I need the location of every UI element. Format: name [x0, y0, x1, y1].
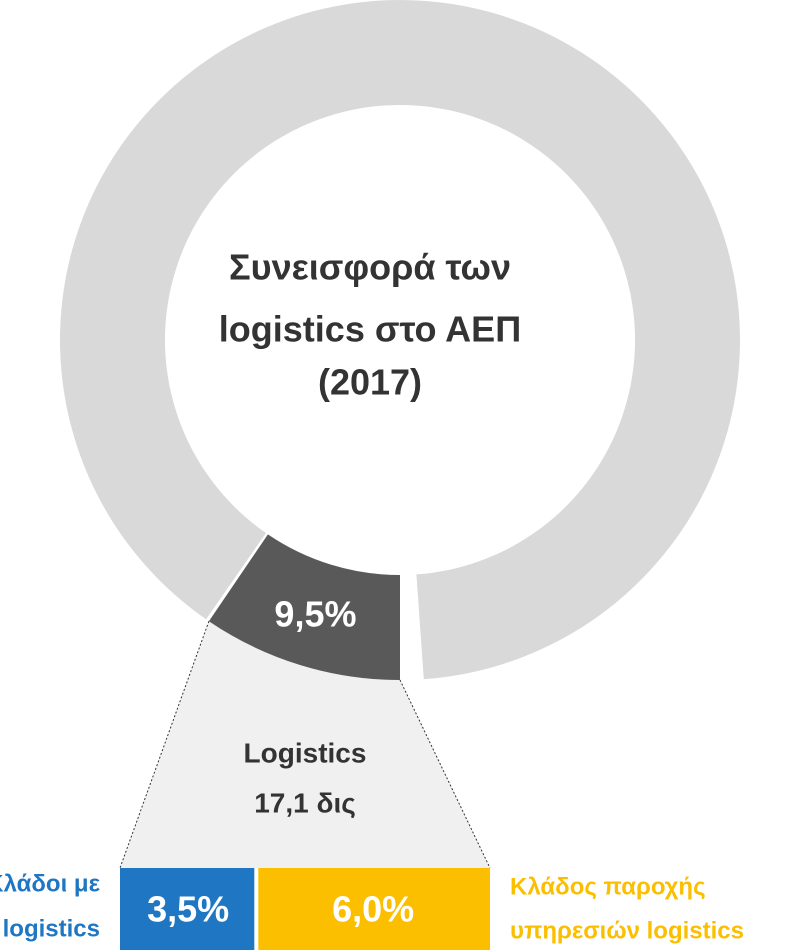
slice-label: 9,5% — [274, 593, 356, 634]
donut-title: (2017) — [318, 362, 422, 403]
bar-name: Κλάδος παροχής — [510, 873, 706, 900]
bar — [258, 868, 490, 950]
donut-title: logistics στο ΑΕΠ — [219, 309, 521, 350]
funnel-edge — [399, 679, 491, 869]
funnel — [120, 621, 490, 868]
donut-title: Συνεισφορά των — [229, 247, 511, 288]
bar-label: 3,5% — [147, 889, 229, 930]
bar-name: Κλάδοι με — [0, 870, 100, 897]
bar-name: υπηρεσιών logistics — [510, 917, 744, 944]
bar-name: logistics — [3, 915, 100, 942]
donut-rest — [60, 0, 741, 680]
bar — [120, 868, 255, 950]
funnel-label: Logistics — [244, 737, 367, 768]
funnel-label: 17,1 δις — [254, 787, 356, 818]
bar-label: 6,0% — [332, 889, 414, 930]
donut-slice — [208, 534, 400, 680]
